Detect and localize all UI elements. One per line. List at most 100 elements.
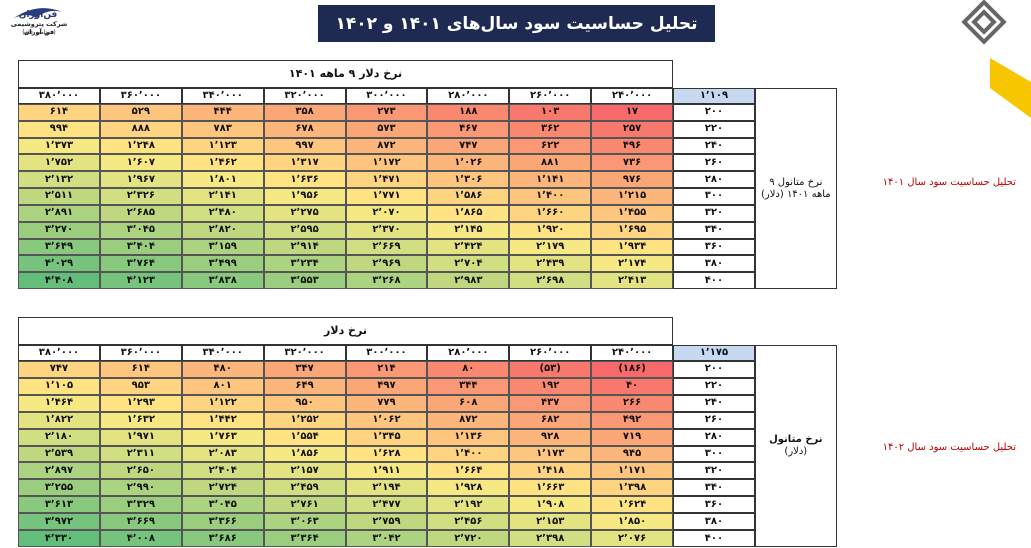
row-header: ۳۰۰ bbox=[673, 188, 755, 205]
table-header: نرخ دلار bbox=[18, 317, 673, 345]
data-cell: ۹۹۷ bbox=[263, 137, 346, 155]
svg-text:ﻓﻦﺁوران: ﻓﻦﺁوران bbox=[19, 8, 58, 20]
data-cell: ۳٬۵۵۳ bbox=[263, 272, 346, 289]
data-cell: ۲٬۹۶۹ bbox=[345, 255, 428, 273]
side-label: تحلیل حساسیت سود سال ۱۴۰۲ bbox=[882, 442, 1016, 453]
column-header: ۲۶۰٬۰۰۰ bbox=[509, 345, 592, 361]
column-header: ۲۴۰٬۰۰۰ bbox=[591, 88, 673, 104]
row-header: ۲۴۰ bbox=[673, 137, 755, 155]
data-cell: ۲٬۴۵۹ bbox=[263, 479, 346, 497]
column-header: ۳۰۰٬۰۰۰ bbox=[345, 88, 428, 104]
data-cell: ۵۷۳ bbox=[345, 120, 428, 138]
data-cell: ۱٬۴۱۸ bbox=[509, 462, 592, 480]
data-cell: ۴۹۶ bbox=[591, 137, 673, 155]
data-cell: ۱٬۱۷۱ bbox=[591, 462, 673, 480]
data-cell: ۱٬۷۶۳ bbox=[181, 428, 264, 446]
data-cell: ۱٬۵۵۴ bbox=[263, 428, 346, 446]
data-cell: ۲٬۶۶۹ bbox=[345, 238, 428, 256]
data-cell: ۱٬۹۲۸ bbox=[427, 479, 510, 497]
data-cell: ۳٬۲۷۰ bbox=[18, 221, 100, 239]
row-header: ۳۴۰ bbox=[673, 479, 755, 497]
data-cell: ۲٬۱۷۴ bbox=[591, 255, 673, 273]
data-cell: ۲٬۳۹۸ bbox=[509, 530, 592, 547]
data-cell: ۱٬۹۳۴ bbox=[591, 238, 673, 256]
company-logo: ﻓﻦﺁوران bbox=[14, 8, 62, 20]
right-logo bbox=[961, 0, 1007, 45]
column-header: ۳۲۰٬۰۰۰ bbox=[263, 88, 346, 104]
data-cell: ۹۵۳ bbox=[99, 377, 182, 395]
row-header: ۴۰۰ bbox=[673, 530, 755, 547]
row-header: ۲۶۰ bbox=[673, 411, 755, 429]
data-cell: ۲٬۷۲۰ bbox=[427, 530, 510, 547]
data-cell: ۱٬۳۹۸ bbox=[591, 479, 673, 497]
data-cell: ۷۳۶ bbox=[591, 154, 673, 172]
data-cell: ۱٬۶۳۶ bbox=[263, 171, 346, 189]
data-cell: ۳۵۸ bbox=[263, 104, 346, 121]
data-cell: ۳٬۱۵۹ bbox=[181, 238, 264, 256]
data-cell: ۲٬۰۷۰ bbox=[345, 204, 428, 222]
data-cell: ۲٬۸۹۱ bbox=[18, 204, 100, 222]
company-type: (سهامی عام) bbox=[22, 29, 56, 36]
data-cell: ۱٬۰۶۲ bbox=[345, 411, 428, 429]
data-cell: ۲٬۴۱۳ bbox=[591, 272, 673, 289]
data-cell: ۱٬۶۶۴ bbox=[427, 462, 510, 480]
data-cell: ۴۴۴ bbox=[181, 104, 264, 121]
data-cell: ۱۰۳ bbox=[509, 104, 592, 121]
data-cell: ۲٬۷۲۴ bbox=[181, 479, 264, 497]
data-cell: ۳۶۲ bbox=[509, 120, 592, 138]
data-cell: ۲٬۷۶۱ bbox=[263, 496, 346, 514]
row-header: ۲۲۰ bbox=[673, 120, 755, 138]
data-cell: ۲٬۴۵۶ bbox=[427, 513, 510, 531]
row-header: ۳۲۰ bbox=[673, 204, 755, 222]
data-cell: ۱٬۹۵۶ bbox=[263, 188, 346, 205]
title-box bbox=[318, 5, 715, 42]
data-cell: ۳٬۴۹۹ bbox=[181, 255, 264, 273]
data-cell: ۲٬۴۸۰ bbox=[181, 204, 264, 222]
data-cell: ۱٬۰۲۶ bbox=[427, 154, 510, 172]
data-cell: ۳٬۳۶۴ bbox=[263, 530, 346, 547]
data-cell: ۳٬۲۳۴ bbox=[263, 255, 346, 273]
data-cell: ۱٬۴۴۲ bbox=[181, 411, 264, 429]
data-cell: ۲٬۱۴۵ bbox=[427, 221, 510, 239]
row-axis-label: نرخ متانول ۹ ماهه ۱۴۰۱ (دلار) bbox=[754, 88, 837, 289]
data-cell: ۴٬۰۰۸ bbox=[99, 530, 182, 547]
data-cell: ۲۱۴ bbox=[345, 361, 428, 378]
row-header: ۳۶۰ bbox=[673, 496, 755, 514]
data-cell: ۱٬۱۲۲ bbox=[181, 394, 264, 412]
data-cell: ۴٬۴۰۸ bbox=[18, 272, 100, 289]
corner-cell: ۱٬۱۷۵ bbox=[673, 345, 755, 361]
data-cell: ۳٬۳۶۶ bbox=[181, 513, 264, 531]
data-cell: ۲٬۷۰۴ bbox=[427, 255, 510, 273]
data-cell: ۱٬۹۰۸ bbox=[509, 496, 592, 514]
row-header: ۲۸۰ bbox=[673, 428, 755, 446]
data-cell: ۶۱۴ bbox=[18, 104, 100, 121]
data-cell: ۹۷۶ bbox=[591, 171, 673, 189]
data-cell: ۲۶۶ bbox=[591, 394, 673, 412]
column-header: ۳۸۰٬۰۰۰ bbox=[18, 345, 100, 361]
data-cell: ۳۴۴ bbox=[427, 377, 510, 395]
data-cell: ۱٬۳۴۵ bbox=[345, 428, 428, 446]
data-cell: ۱٬۹۱۱ bbox=[345, 462, 428, 480]
data-cell: ۳٬۶۱۳ bbox=[18, 496, 100, 514]
data-cell: ۴٬۰۲۹ bbox=[18, 255, 100, 273]
row-header: ۲۰۰ bbox=[673, 361, 755, 378]
column-header: ۳۴۰٬۰۰۰ bbox=[181, 345, 264, 361]
data-cell: ۴۰ bbox=[591, 377, 673, 395]
data-cell: ۲۵۷ bbox=[591, 120, 673, 138]
data-cell: ۴۹۲ bbox=[591, 411, 673, 429]
data-cell: ۲٬۳۱۱ bbox=[99, 445, 182, 463]
data-cell: ۲٬۱۳۲ bbox=[18, 171, 100, 189]
data-cell: ۲٬۴۳۹ bbox=[509, 255, 592, 273]
data-cell: ۶۱۴ bbox=[99, 361, 182, 378]
data-cell: ۱٬۲۵۲ bbox=[263, 411, 346, 429]
data-cell: ۲٬۳۲۶ bbox=[99, 188, 182, 205]
data-cell: ۴٬۱۲۳ bbox=[99, 272, 182, 289]
data-cell: ۱٬۱۷۲ bbox=[345, 154, 428, 172]
data-cell: ۳٬۹۷۲ bbox=[18, 513, 100, 531]
data-cell: ۱٬۶۶۳ bbox=[509, 479, 592, 497]
data-cell: ۱٬۷۷۱ bbox=[345, 188, 428, 205]
column-header: ۳۶۰٬۰۰۰ bbox=[99, 345, 182, 361]
row-header: ۳۲۰ bbox=[673, 462, 755, 480]
data-cell: ۱٬۴۰۰ bbox=[427, 445, 510, 463]
